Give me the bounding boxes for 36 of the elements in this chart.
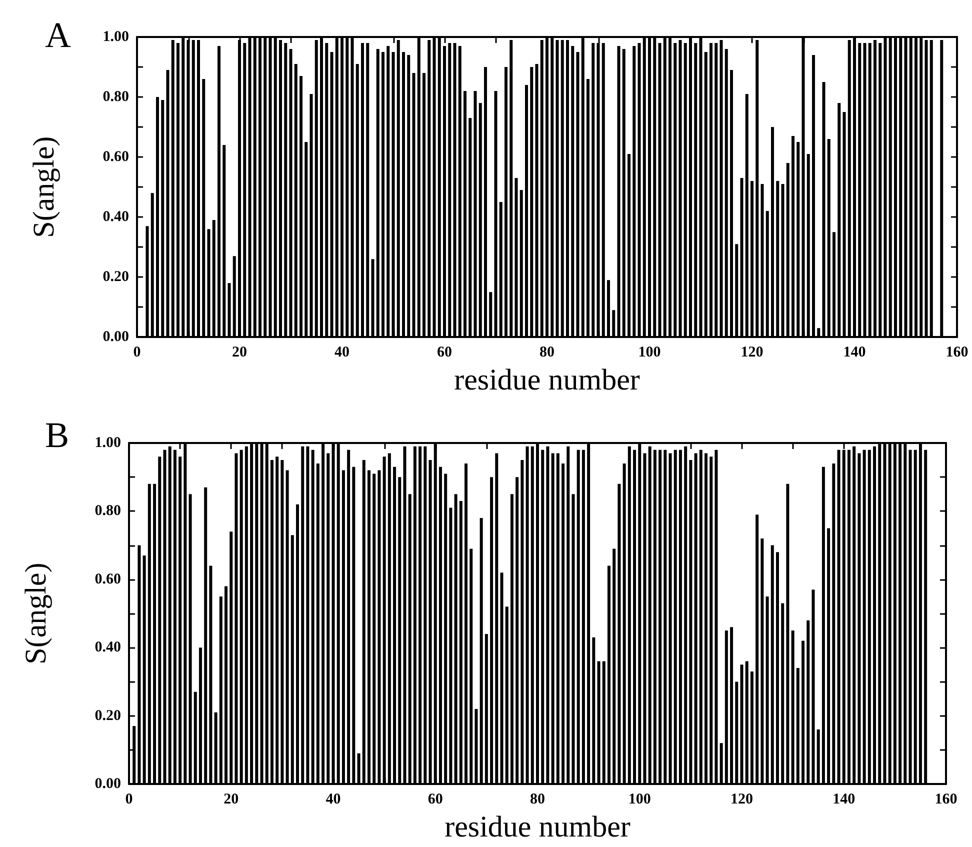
y-tick-label: 0.60 [94, 571, 121, 588]
y-tick-label: 0.60 [102, 149, 129, 166]
x-tick-label: 100 [638, 344, 661, 361]
x-tick-label: 160 [946, 344, 968, 361]
x-axis-title: residue number [454, 364, 640, 396]
x-tick-label: 140 [832, 792, 856, 808]
y-tick-label: 1.00 [94, 435, 121, 451]
y-tick-label: 0.20 [94, 708, 121, 724]
x-tick-label: 80 [540, 344, 554, 361]
y-tick-label: 0.40 [94, 640, 121, 656]
y-tick-label: 0.00 [94, 776, 121, 792]
x-tick-label: 160 [934, 792, 958, 808]
x-tick-label: 100 [628, 792, 651, 808]
x-axis-title: residue number [444, 810, 630, 844]
y-axis-title: S(angle) [28, 136, 60, 238]
y-tick-label: 0.20 [102, 269, 129, 286]
x-tick-label: 120 [730, 792, 753, 808]
x-tick-label: 40 [334, 344, 350, 361]
y-tick-label: 0.40 [102, 209, 129, 226]
x-tick-label: 40 [326, 792, 341, 808]
x-tick-label: 140 [843, 344, 866, 361]
x-tick-label: 120 [740, 344, 764, 361]
chart-title: A [45, 15, 71, 55]
y-axis-title: S(angle) [20, 562, 52, 664]
x-tick-label: 60 [437, 344, 452, 361]
x-tick-label: 0 [125, 792, 133, 808]
chart-title: B [45, 415, 70, 455]
x-tick-label: 20 [224, 792, 239, 808]
x-tick-label: 0 [133, 344, 141, 361]
x-tick-label: 20 [232, 344, 247, 361]
x-tick-label: 60 [428, 792, 443, 808]
x-tick-label: 80 [530, 792, 545, 808]
y-tick-label: 0.80 [102, 89, 129, 106]
y-tick-label: 0.00 [102, 329, 129, 346]
y-tick-label: 1.00 [102, 29, 129, 45]
y-tick-label: 0.80 [94, 503, 121, 520]
